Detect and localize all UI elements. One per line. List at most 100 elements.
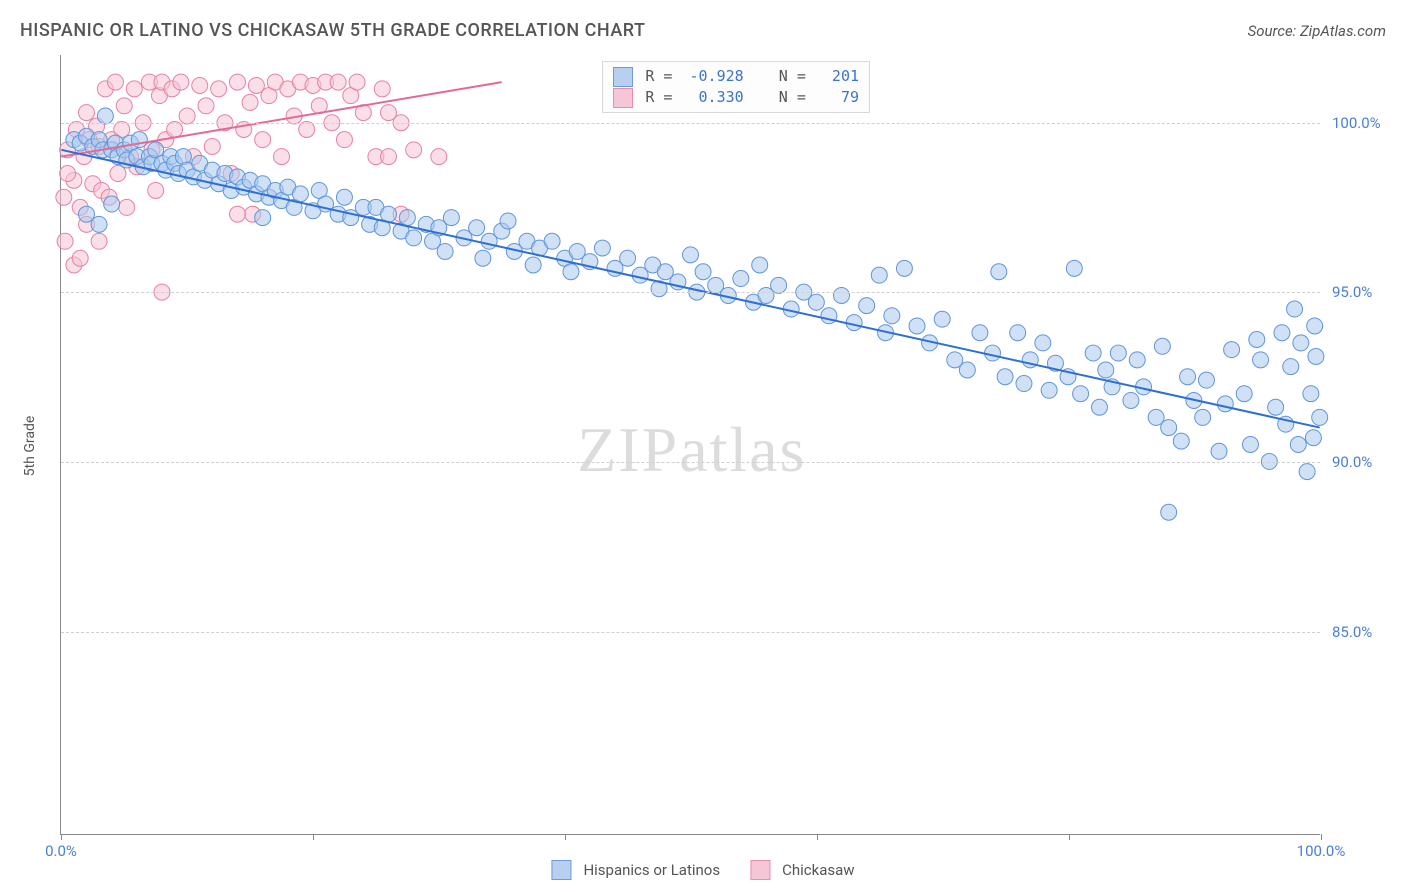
stats-row: R = 0.330 N = 79	[613, 87, 859, 108]
data-point	[1274, 325, 1290, 341]
x-tick	[817, 834, 818, 840]
y-axis-title: 5th Grade	[22, 416, 38, 477]
data-point	[1268, 399, 1284, 415]
data-point	[336, 189, 352, 205]
data-point	[406, 230, 422, 246]
x-tick	[565, 834, 566, 840]
data-point	[1249, 332, 1265, 348]
chart-header: HISPANIC OR LATINO VS CHICKASAW 5TH GRAD…	[20, 20, 1386, 41]
data-point	[107, 74, 123, 90]
stat-n-value: 79	[823, 87, 859, 108]
x-tick	[61, 834, 62, 840]
gridline-h	[61, 632, 1320, 633]
gridline-h	[61, 462, 1320, 463]
data-point	[1253, 352, 1269, 368]
y-tick-label: 90.0%	[1332, 453, 1372, 471]
chart-title: HISPANIC OR LATINO VS CHICKASAW 5TH GRAD…	[20, 20, 645, 41]
data-point	[204, 138, 220, 154]
legend-item: Chickasaw	[750, 860, 854, 880]
data-point	[1173, 433, 1189, 449]
x-tick-label: 0.0%	[45, 842, 77, 860]
data-point	[380, 206, 396, 222]
data-point	[242, 94, 258, 110]
data-point	[399, 210, 415, 226]
data-point	[229, 74, 245, 90]
legend-label: Hispanics or Latinos	[583, 861, 720, 879]
data-point	[1293, 335, 1309, 351]
x-tick-label: 100.0%	[1297, 842, 1346, 860]
data-point	[380, 149, 396, 165]
source-attribution: Source: ZipAtlas.com	[1248, 22, 1386, 40]
data-point	[192, 77, 208, 93]
data-point	[330, 74, 346, 90]
data-point	[274, 149, 290, 165]
legend-label: Chickasaw	[782, 861, 854, 879]
data-point	[1224, 342, 1240, 358]
data-point	[229, 206, 245, 222]
data-point	[1307, 318, 1323, 334]
data-point	[1290, 437, 1306, 453]
data-point	[871, 267, 887, 283]
data-point	[179, 108, 195, 124]
data-point	[91, 216, 107, 232]
data-point	[1303, 386, 1319, 402]
data-point	[1305, 430, 1321, 446]
y-tick-label: 95.0%	[1332, 283, 1372, 301]
data-point	[1085, 345, 1101, 361]
data-point	[1041, 382, 1057, 398]
data-point	[563, 264, 579, 280]
legend-swatch	[750, 860, 770, 880]
data-point	[1073, 386, 1089, 402]
data-point	[1066, 260, 1082, 276]
stat-r-label: R =	[645, 66, 681, 87]
data-point	[859, 298, 875, 314]
data-point	[909, 318, 925, 334]
data-point	[1195, 409, 1211, 425]
data-point	[299, 122, 315, 138]
data-point	[1010, 325, 1026, 341]
stat-r-value: -0.928	[689, 66, 743, 87]
scatter-svg	[61, 55, 1320, 834]
data-point	[1035, 335, 1051, 351]
data-point	[78, 105, 94, 121]
data-point	[1180, 369, 1196, 385]
data-point	[1091, 399, 1107, 415]
data-point	[752, 257, 768, 273]
data-point	[119, 199, 135, 215]
data-point	[525, 257, 541, 273]
stats-legend-box: R = -0.928 N = 201R = 0.330 N = 79	[602, 61, 870, 113]
data-point	[1211, 443, 1227, 459]
stat-n-label: N =	[752, 87, 815, 108]
stat-r-label: R =	[645, 87, 681, 108]
data-point	[808, 294, 824, 310]
stat-r-value: 0.330	[689, 87, 743, 108]
legend-item: Hispanics or Latinos	[551, 860, 720, 880]
data-point	[1217, 396, 1233, 412]
data-point	[695, 264, 711, 280]
data-point	[1161, 420, 1177, 436]
data-point	[431, 149, 447, 165]
data-point	[72, 250, 88, 266]
data-point	[255, 132, 271, 148]
data-point	[1283, 359, 1299, 375]
data-point	[469, 220, 485, 236]
legend-bottom: Hispanics or Latinos Chickasaw	[551, 860, 854, 880]
data-point	[1161, 504, 1177, 520]
legend-swatch	[551, 860, 571, 880]
stat-n-value: 201	[823, 66, 859, 87]
gridline-h	[61, 292, 1320, 293]
data-point	[1123, 392, 1139, 408]
y-tick-label: 100.0%	[1332, 114, 1381, 132]
data-point	[1299, 464, 1315, 480]
data-point	[406, 142, 422, 158]
series-swatch	[613, 67, 633, 87]
data-point	[443, 210, 459, 226]
data-point	[972, 325, 988, 341]
plot-area: ZIPatlas R = -0.928 N = 201R = 0.330 N =…	[60, 55, 1320, 835]
data-point	[116, 98, 132, 114]
data-point	[56, 189, 72, 205]
data-point	[91, 233, 107, 249]
data-point	[959, 362, 975, 378]
data-point	[173, 74, 189, 90]
y-tick-label: 85.0%	[1332, 623, 1372, 641]
